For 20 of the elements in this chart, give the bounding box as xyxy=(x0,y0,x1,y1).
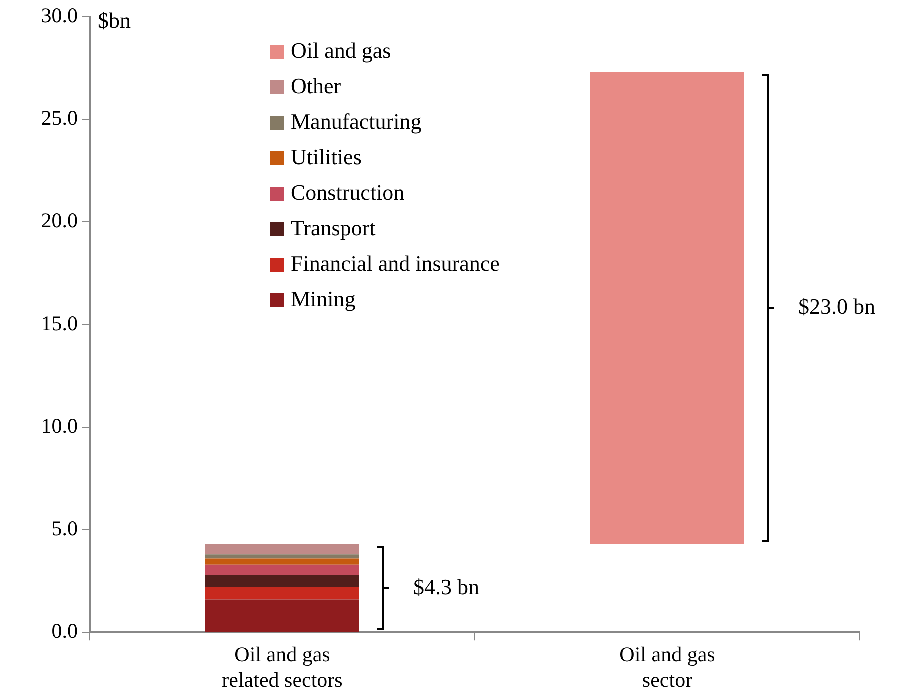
legend-label: Manufacturing xyxy=(291,108,422,134)
legend-label: Utilities xyxy=(291,144,362,170)
legend-label: Other xyxy=(291,73,342,98)
y-tick-label: 20.0 xyxy=(41,208,78,233)
y-tick-label: 0.0 xyxy=(52,619,78,644)
legend-label: Oil and gas xyxy=(291,38,392,63)
y-tick-label: 15.0 xyxy=(41,311,78,336)
legend-label: Construction xyxy=(291,180,405,205)
legend-label: Mining xyxy=(291,286,356,312)
y-tick-label: 5.0 xyxy=(52,516,78,541)
y-tick-label: 25.0 xyxy=(41,106,78,130)
x-tick-label: Oil and gas related sectors xyxy=(222,642,343,692)
legend-label: Transport xyxy=(291,215,376,240)
annotation: $4.3 bn xyxy=(414,574,480,600)
y-tick-label: 30.0 xyxy=(41,4,78,28)
legend-label: Financial and insurance xyxy=(291,250,500,276)
y-tick-label: 10.0 xyxy=(41,414,78,438)
x-tick-label: Oil and gas sector xyxy=(620,642,716,692)
y-axis-title: $bn xyxy=(98,8,131,33)
annotation: $23.0 bn xyxy=(798,294,876,320)
